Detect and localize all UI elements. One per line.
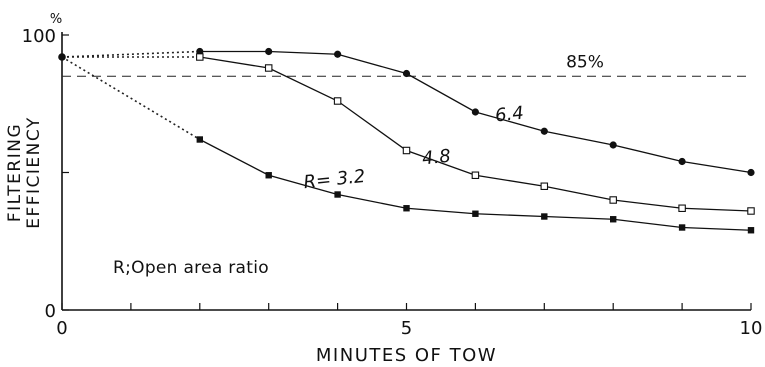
y-tick-label: 0 [45, 301, 56, 322]
data-point [265, 172, 272, 179]
data-point [541, 213, 548, 220]
data-point [402, 69, 411, 78]
chart-labels: 6.4 4.8 R= 3.2 [303, 103, 525, 194]
data-point [747, 168, 755, 177]
series-line-1 [199, 56, 752, 212]
data-point [471, 171, 480, 180]
data-point [471, 108, 479, 116]
data-point [609, 141, 617, 149]
series-label: 4.8 [421, 146, 452, 170]
series-label: R= 3.2 [303, 166, 367, 193]
open-area-ratio-note: R;Open area ratio [113, 258, 269, 278]
data-point [747, 207, 755, 215]
x-axis-title: MINUTES OF TOW [316, 345, 497, 366]
data-point [678, 157, 686, 166]
x-tick-label: 5 [401, 318, 412, 339]
data-point [402, 146, 411, 155]
data-point [196, 136, 203, 143]
series-start-dotted-line [61, 56, 201, 141]
y-unit-label: % [50, 12, 62, 27]
data-point [265, 47, 273, 56]
start-data-point [58, 53, 66, 61]
data-point [540, 127, 548, 135]
data-point [403, 205, 410, 212]
series-label: 6.4 [494, 103, 525, 127]
data-point [609, 196, 617, 204]
y-axis-title-line: FILTERING [5, 123, 25, 222]
data-point [333, 97, 342, 105]
data-point [334, 50, 342, 58]
x-tick-label: 0 [56, 318, 67, 339]
reference-line-label: 85% [566, 52, 604, 72]
series-markers [58, 47, 755, 234]
reference-line-group: 85% [62, 52, 751, 77]
series-start-dotted-line [61, 50, 200, 58]
y-axis-title-line: EFFICIENCY [24, 116, 44, 229]
data-point [196, 53, 204, 61]
data-point [540, 182, 549, 191]
data-point [678, 204, 686, 213]
data-point [264, 64, 273, 72]
data-point [747, 227, 755, 234]
y-tick-label: 100 [22, 26, 56, 47]
data-point [334, 191, 341, 198]
data-point [610, 216, 617, 223]
data-point [472, 210, 479, 217]
x-tick-label: 10 [740, 318, 763, 339]
series-lines [61, 50, 752, 231]
data-point [678, 224, 686, 231]
